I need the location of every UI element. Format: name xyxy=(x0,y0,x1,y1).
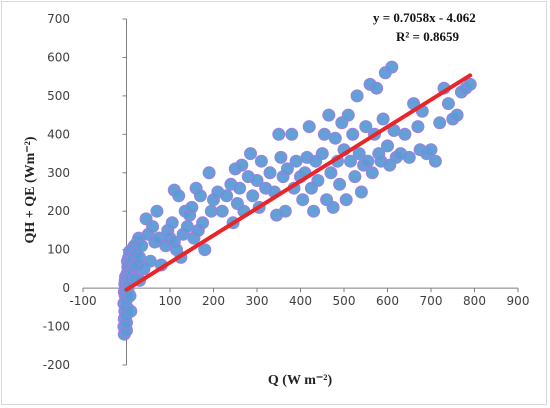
data-point xyxy=(307,204,321,218)
data-point xyxy=(204,204,218,218)
data-point xyxy=(398,127,412,141)
y-tick-label: 100 xyxy=(47,243,70,257)
data-point xyxy=(196,216,210,230)
data-point xyxy=(272,127,286,141)
x-tick-label: 100 xyxy=(159,294,182,308)
x-tick-label: 500 xyxy=(333,294,356,308)
y-tick-label: 300 xyxy=(47,166,70,180)
data-point xyxy=(370,81,384,95)
y-axis-label: QH + QE (Wm⁻²) xyxy=(23,136,38,243)
x-tick-label: 300 xyxy=(246,294,269,308)
data-point xyxy=(311,174,325,187)
data-point xyxy=(326,200,340,214)
x-tick-label: 900 xyxy=(507,294,530,308)
data-point xyxy=(361,154,375,168)
y-tick-label: 0 xyxy=(62,281,70,295)
data-point xyxy=(250,174,264,187)
trendline-equation: y = 0.7058x - 4.062 xyxy=(373,10,476,25)
data-point xyxy=(235,158,249,172)
data-point xyxy=(365,166,379,180)
x-tick-labels: -1000100200300400500600700800900 xyxy=(69,288,529,308)
data-point xyxy=(385,60,399,74)
x-tick-label: 200 xyxy=(202,294,225,308)
trendline-r-squared: R² = 0.8659 xyxy=(396,29,459,44)
data-point xyxy=(317,127,331,141)
data-point xyxy=(123,289,137,303)
data-point xyxy=(135,239,149,253)
data-point xyxy=(302,120,316,134)
data-point xyxy=(450,108,464,122)
trendline xyxy=(124,73,473,292)
data-point xyxy=(463,77,477,91)
data-point xyxy=(352,147,366,161)
x-axis-label: Q (W m⁻²) xyxy=(268,373,333,388)
data-point xyxy=(328,131,342,145)
data-point xyxy=(348,170,362,184)
data-point xyxy=(180,220,194,234)
data-point xyxy=(359,120,373,134)
x-tick-label: 800 xyxy=(463,294,486,308)
data-point xyxy=(165,216,179,230)
data-point xyxy=(263,166,277,180)
data-point xyxy=(220,189,234,203)
data-point xyxy=(233,181,247,195)
data-point xyxy=(381,139,394,153)
data-point xyxy=(346,127,360,141)
data-point xyxy=(333,177,347,191)
data-point xyxy=(296,193,310,207)
data-point xyxy=(339,193,353,207)
data-point xyxy=(215,204,229,218)
data-point xyxy=(280,162,294,176)
data-point xyxy=(274,150,288,164)
data-point xyxy=(424,143,438,157)
data-point xyxy=(285,127,299,141)
data-point xyxy=(322,108,336,122)
data-point xyxy=(324,166,338,180)
y-tick-label: 500 xyxy=(47,89,70,103)
data-point xyxy=(376,112,390,126)
data-point xyxy=(146,220,160,234)
data-point xyxy=(150,204,164,218)
x-tick-label: 600 xyxy=(376,294,399,308)
data-point xyxy=(433,116,447,130)
y-tick-label: 700 xyxy=(47,12,70,26)
y-tick-label: -100 xyxy=(43,320,70,334)
y-tick-label: 400 xyxy=(47,127,70,141)
data-point xyxy=(133,250,147,264)
data-point xyxy=(289,154,303,168)
data-point xyxy=(198,243,212,257)
data-point xyxy=(172,189,186,203)
data-point xyxy=(350,89,364,103)
axes xyxy=(83,19,518,365)
data-point xyxy=(185,200,199,214)
data-point xyxy=(354,185,368,199)
x-tick-label: 400 xyxy=(289,294,312,308)
x-tick-label: 700 xyxy=(420,294,443,308)
data-point xyxy=(254,154,268,168)
data-point xyxy=(244,147,257,161)
data-point xyxy=(402,150,416,164)
data-point xyxy=(441,97,455,111)
data-point xyxy=(344,154,357,168)
data-point xyxy=(411,120,425,134)
data-point xyxy=(143,254,157,268)
data-point xyxy=(193,189,207,203)
y-tick-label: 600 xyxy=(47,50,70,64)
data-point xyxy=(315,147,329,161)
y-tick-label: -200 xyxy=(43,358,70,372)
data-point xyxy=(341,108,355,122)
y-tick-label: 200 xyxy=(47,204,70,218)
data-point xyxy=(246,189,260,203)
data-point xyxy=(124,304,138,318)
data-point xyxy=(428,154,442,168)
data-point xyxy=(202,166,216,180)
x-tick-label: -100 xyxy=(69,294,96,308)
data-point xyxy=(278,204,292,218)
